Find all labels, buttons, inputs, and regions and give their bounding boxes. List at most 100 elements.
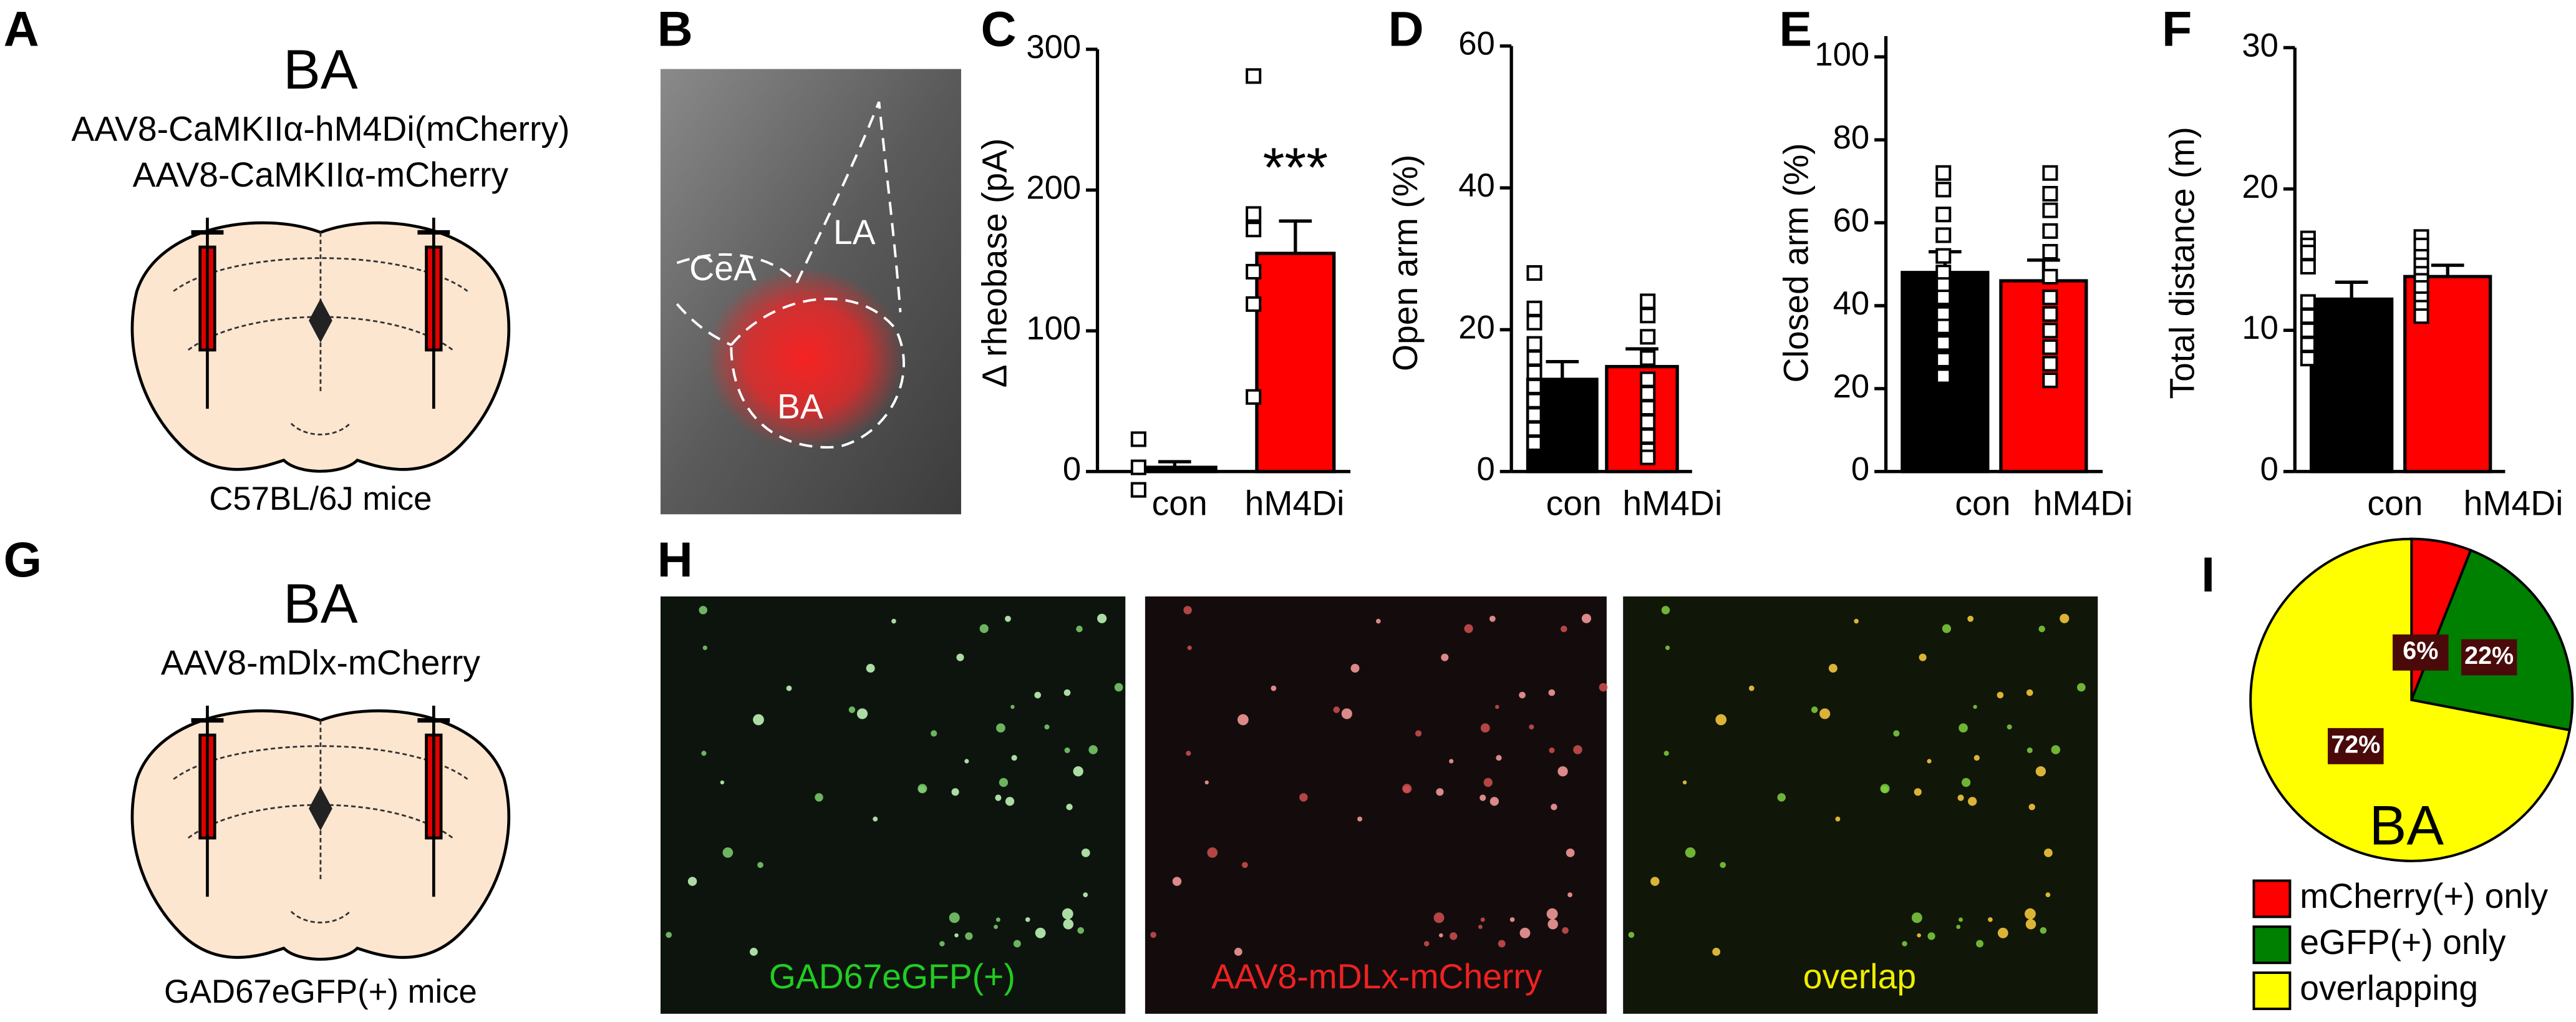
cell xyxy=(1968,797,1977,806)
cell xyxy=(1919,653,1927,661)
data-point xyxy=(1640,329,1656,345)
cell xyxy=(1357,816,1363,822)
data-point xyxy=(1526,435,1542,451)
cell xyxy=(1073,766,1083,777)
cell xyxy=(1483,777,1493,787)
cell xyxy=(1183,606,1192,615)
cell xyxy=(1423,941,1430,947)
cell xyxy=(2060,613,2070,623)
data-point xyxy=(1935,351,1952,367)
data-point xyxy=(1526,350,1542,366)
data-point xyxy=(1526,265,1542,281)
cell xyxy=(856,708,868,719)
x-tick-label: hM4Di xyxy=(2033,484,2133,523)
cell xyxy=(1961,777,1971,787)
data-point xyxy=(1935,368,1952,384)
x-tick-label: con xyxy=(2367,484,2423,523)
data-point xyxy=(2300,351,2316,367)
data-point xyxy=(2042,306,2058,322)
cell xyxy=(750,948,758,956)
image-caption: overlap xyxy=(1803,957,1916,996)
panel-letter: H xyxy=(657,532,693,587)
panel-letter: C xyxy=(981,1,1017,57)
cell xyxy=(1893,730,1900,737)
cell xyxy=(699,606,707,615)
cell xyxy=(1081,848,1090,857)
data-point xyxy=(1935,265,1952,281)
cell xyxy=(1333,706,1340,713)
cell xyxy=(1064,747,1070,754)
y-tick-label: 60 xyxy=(1458,26,1495,62)
image-caption: GAD67eGFP(+) xyxy=(769,957,1015,996)
data-point xyxy=(2042,268,2058,285)
cell xyxy=(1242,862,1248,869)
data-point xyxy=(1246,221,1262,238)
cell xyxy=(1010,704,1015,709)
cell xyxy=(1341,708,1352,719)
panel-letter: I xyxy=(2201,547,2215,602)
cell xyxy=(1402,784,1412,794)
cell xyxy=(1973,754,1980,761)
data-point xyxy=(1640,449,1656,465)
cell xyxy=(1498,940,1506,948)
y-tick-label: 100 xyxy=(1026,310,1081,347)
cell xyxy=(1489,615,1496,622)
cell xyxy=(1005,797,1015,806)
data-point xyxy=(1935,335,1952,351)
cell xyxy=(1076,625,1083,633)
data-point xyxy=(1246,296,1262,312)
cell xyxy=(1835,816,1841,822)
micrograph xyxy=(1145,596,1607,1014)
cell xyxy=(1628,932,1635,938)
bar xyxy=(2310,297,2394,474)
cell xyxy=(1682,780,1687,785)
legend-swatch xyxy=(2252,879,2292,918)
mice-label: C57BL/6J mice xyxy=(209,480,432,517)
data-point xyxy=(1130,482,1146,498)
slice-label: 6% xyxy=(2403,637,2438,664)
cell xyxy=(1450,932,1458,940)
data-point xyxy=(2300,294,2316,310)
cell xyxy=(1088,745,1098,754)
cell xyxy=(1959,723,1968,733)
cell xyxy=(1663,751,1669,756)
cell xyxy=(1480,917,1485,922)
data-point xyxy=(1935,318,1952,334)
cell xyxy=(1044,724,1050,730)
cell xyxy=(1854,618,1859,624)
y-tick-label: 0 xyxy=(2260,451,2278,488)
cell xyxy=(1234,948,1242,956)
label-box xyxy=(2461,639,2517,676)
cell xyxy=(1480,723,1490,733)
cell xyxy=(1035,927,1046,938)
data-point xyxy=(2042,372,2058,389)
cell xyxy=(1665,645,1670,650)
cell xyxy=(1914,788,1922,796)
cell xyxy=(1976,940,1983,948)
data-point xyxy=(2300,336,2316,353)
cell xyxy=(701,751,707,756)
legend-swatch xyxy=(2252,925,2292,965)
y-tick-label: 200 xyxy=(1026,170,1081,207)
cell xyxy=(1546,908,1558,920)
cell xyxy=(1828,664,1838,673)
cell xyxy=(1712,948,1721,956)
cell xyxy=(1917,933,1921,938)
cell xyxy=(1715,714,1727,726)
data-point xyxy=(2413,308,2429,324)
virus-label: AAV8-CaMKIIα-hM4Di(mCherry) xyxy=(71,109,569,148)
data-point xyxy=(1130,431,1146,447)
data-point xyxy=(1935,277,1952,293)
cell xyxy=(687,877,697,886)
data-point xyxy=(1935,165,1952,181)
y-axis-label: Open arm (%) xyxy=(1386,155,1425,371)
image-caption: AAV8-mDLx-mCherry xyxy=(1211,957,1542,996)
cell xyxy=(1567,892,1572,898)
region-label: BA xyxy=(283,572,358,635)
cell xyxy=(1464,624,1473,633)
data-point xyxy=(1526,314,1542,331)
legend-label: eGFP(+) only xyxy=(2300,923,2506,961)
y-tick-label: 10 xyxy=(2242,309,2278,346)
cell xyxy=(1811,706,1818,713)
cell xyxy=(1062,908,1073,920)
